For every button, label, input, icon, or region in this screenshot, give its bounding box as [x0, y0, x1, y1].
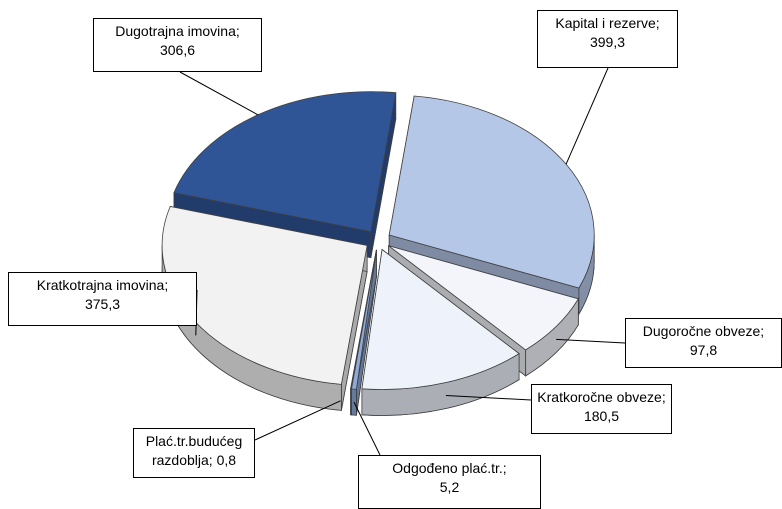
pie-slice	[351, 249, 377, 416]
data-label: Kapital i rezerve; 399,3	[537, 10, 678, 68]
leader-line	[179, 71, 259, 116]
leader-line	[556, 338, 626, 344]
data-label: Dugotrajna imovina; 306,6	[93, 18, 262, 72]
label-value: 5,2	[439, 479, 460, 495]
pie-slice	[361, 248, 520, 416]
slice-top	[361, 248, 520, 390]
data-label: Kratkotrajna imovina; 375,3	[8, 272, 197, 326]
slice-top	[388, 245, 579, 351]
leader-line	[353, 401, 381, 456]
slice-side	[351, 388, 357, 416]
label-value: 0,8	[216, 452, 237, 468]
data-label: Kratkoročne obveze; 180,5	[531, 384, 672, 434]
label-category: Plać.tr.budućeg razdoblja;	[145, 433, 243, 468]
slice-top	[173, 91, 397, 233]
data-label: Dugoročne obveze; 97,8	[625, 318, 782, 368]
label-value: 97,8	[689, 342, 718, 358]
leader-line	[445, 395, 532, 401]
label-category: Dugoročne obveze;	[642, 323, 765, 339]
label-category: Kapital i rezerve;	[555, 15, 660, 31]
label-value: 306,6	[159, 42, 196, 58]
data-label: Plać.tr.budućeg razdoblja; 0,8	[133, 428, 255, 478]
slice-top	[351, 249, 377, 390]
leader-line	[254, 400, 341, 441]
label-value: 180,5	[583, 408, 620, 424]
label-value: 375,3	[84, 296, 121, 312]
label-category: Odgođeno plać.tr.;	[392, 460, 507, 476]
leader-line	[565, 67, 609, 165]
label-value: 399,3	[589, 34, 626, 50]
pie-slice	[161, 206, 368, 411]
label-category: Kratkoročne obveze;	[537, 389, 666, 405]
label-category: Dugotrajna imovina;	[115, 23, 240, 39]
label-category: Kratkotrajna imovina;	[36, 277, 169, 293]
data-label: Odgođeno plać.tr.; 5,2	[358, 455, 541, 509]
